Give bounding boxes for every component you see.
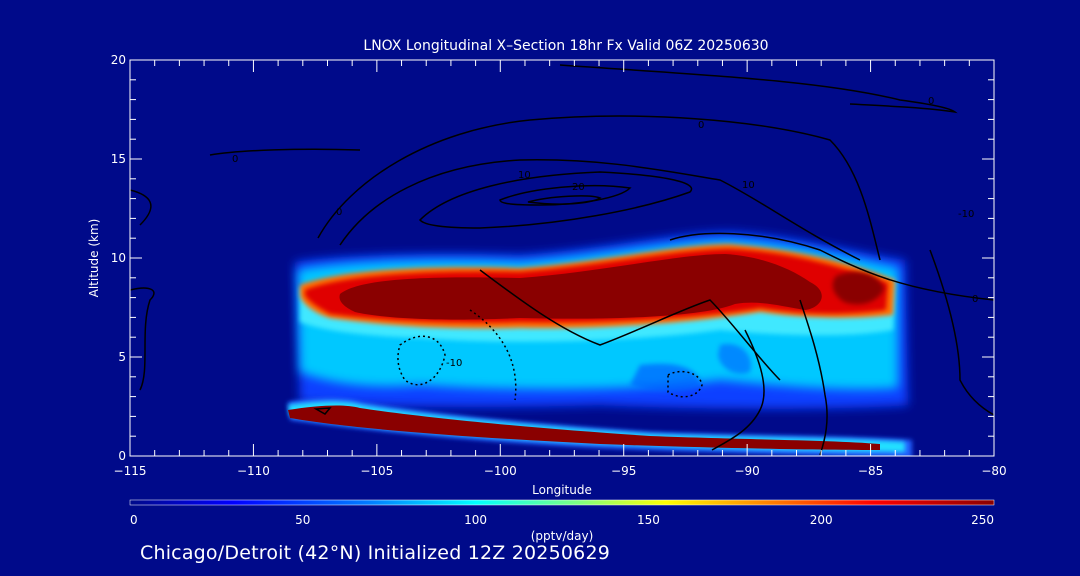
- x-tick-label: −100: [484, 464, 517, 478]
- colorbar-label: (pptv/day): [531, 529, 594, 543]
- contour-0-left: [209, 148, 361, 156]
- x-axis: −115 −110 −105 −100 −95 −90 −85 −80: [114, 60, 1007, 478]
- y-tick-label: 15: [111, 152, 126, 166]
- colorbar-tick-label: 200: [810, 513, 833, 527]
- contour-label: 0: [928, 96, 934, 107]
- contour-20-core: [527, 195, 602, 205]
- y-axis: 0 5 10 15 20: [111, 53, 994, 463]
- contour-20: [418, 171, 693, 229]
- x-tick-label: −85: [858, 464, 883, 478]
- y-axis-label: Altitude (km): [87, 219, 101, 298]
- contour-small: [313, 407, 332, 415]
- colorbar-tick-label: 0: [130, 513, 138, 527]
- x-tick-label: −105: [360, 464, 393, 478]
- contour-20-inner: [499, 184, 632, 206]
- contour-10-outer: [317, 115, 881, 261]
- contour-lines: [130, 64, 994, 456]
- contour-labels: 10 20 10 0 0 0 0 -10 0 -10: [232, 96, 978, 369]
- x-tick-label: −90: [734, 464, 759, 478]
- colorbar-ticks: 0 50 100 150 200 250: [130, 513, 994, 527]
- heatmap-field: [288, 232, 912, 456]
- colorbar-tick-label: 150: [637, 513, 660, 527]
- x-tick-label: −80: [981, 464, 1006, 478]
- x-tick-label: −110: [237, 464, 270, 478]
- y-tick-label: 20: [111, 53, 126, 67]
- contour-0-east: [669, 232, 994, 301]
- contour-0-top: [559, 64, 958, 114]
- contour-10-mid: [339, 159, 861, 261]
- contour-label: 0: [232, 154, 238, 165]
- contour-vertical-a: [711, 329, 765, 451]
- colorbar-tick-label: 50: [295, 513, 310, 527]
- contour-label: -10: [958, 209, 974, 220]
- contour-label: 0: [972, 294, 978, 305]
- colorbar-tick-label: 100: [464, 513, 487, 527]
- contour-label: 20: [572, 182, 585, 193]
- contour-left-a: [130, 189, 152, 226]
- upper-band-core-east: [832, 272, 884, 305]
- contour-label: 10: [518, 170, 531, 181]
- contour-label: 0: [336, 207, 342, 218]
- contour-label: 0: [698, 120, 704, 131]
- contour-right: [929, 249, 994, 416]
- footer-caption: Chicago/Detroit (42°N) Initialized 12Z 2…: [140, 542, 611, 564]
- x-axis-label: Longitude: [532, 483, 592, 497]
- contour-0-lower: [479, 269, 781, 381]
- y-tick-label: 10: [111, 251, 126, 265]
- x-tick-label: −115: [114, 464, 147, 478]
- chart-title: LNOX Longitudinal X–Section 18hr Fx Vali…: [363, 38, 768, 54]
- colorbar-tick-label: 250: [971, 513, 994, 527]
- contour-left-b: [130, 287, 155, 391]
- contour-vertical-b: [799, 299, 828, 456]
- x-tick-label: −95: [611, 464, 636, 478]
- contour-label: 10: [742, 180, 755, 191]
- y-tick-label: 0: [118, 449, 126, 463]
- contour-dotted-c: [469, 309, 517, 401]
- contour-label: -10: [446, 358, 462, 369]
- contour-dotted-b: [667, 370, 703, 398]
- colorbar: [129, 499, 995, 506]
- y-tick-label: 5: [118, 350, 126, 364]
